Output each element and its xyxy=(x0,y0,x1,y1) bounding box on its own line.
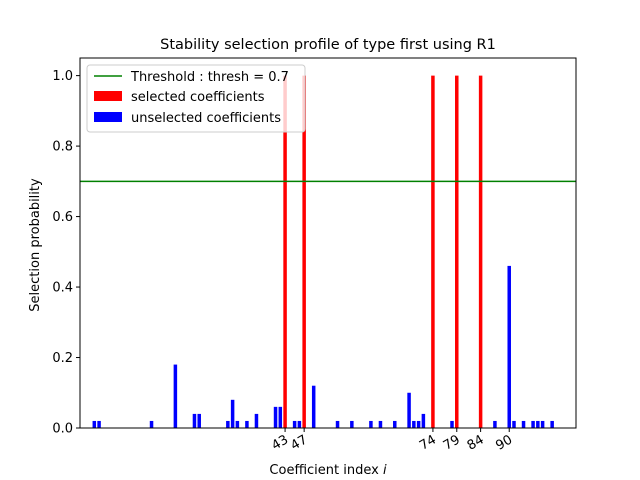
bar-selected-74 xyxy=(431,75,435,429)
legend: Threshold : thresh = 0.7 selected coeffi… xyxy=(86,64,306,133)
bar-selected-47 xyxy=(302,75,306,429)
bar-unselected-87 xyxy=(493,420,497,428)
bar-unselected-93 xyxy=(521,420,526,428)
bar-unselected-20 xyxy=(173,364,178,428)
y-tick-label: 1.0 xyxy=(52,69,73,84)
x-tick-label: 43 xyxy=(269,432,291,453)
x-axis-label-text: Coefficient index xyxy=(269,463,383,478)
bar-unselected-4 xyxy=(97,420,101,428)
bar-unselected-63 xyxy=(378,420,383,428)
bar-unselected-70 xyxy=(412,420,416,428)
x-tick-label: 79 xyxy=(441,432,463,453)
bar-unselected-90 xyxy=(507,265,511,428)
bar-selected-84 xyxy=(478,75,483,429)
bar-unselected-66 xyxy=(393,420,397,428)
bar-unselected-46 xyxy=(297,420,302,428)
x-axis-label: Coefficient index i xyxy=(269,463,387,478)
y-axis-label: Selection probability xyxy=(28,178,43,312)
y-tick-label: 0.8 xyxy=(52,140,73,155)
bar-selected-79 xyxy=(455,75,459,429)
legend-box xyxy=(86,64,306,133)
bar-unselected-99 xyxy=(550,420,554,428)
x-tick-label: 84 xyxy=(465,432,487,453)
bar-unselected-72 xyxy=(421,413,426,428)
bar-unselected-54 xyxy=(335,420,340,428)
bar-unselected-78 xyxy=(450,420,454,428)
y-axis: 0.0 0.2 0.4 0.6 0.8 1.0 xyxy=(52,69,80,437)
bar-unselected-95 xyxy=(531,420,535,428)
legend-unselected-label: unselected coefficients xyxy=(131,111,281,126)
bar-unselected-37 xyxy=(254,413,259,428)
legend-threshold-label: Threshold : thresh = 0.7 xyxy=(130,70,289,85)
bar-unselected-45 xyxy=(292,420,297,428)
bar-unselected-3 xyxy=(92,420,97,428)
bar-unselected-32 xyxy=(230,399,235,428)
bar-unselected-96 xyxy=(536,420,540,428)
x-tick-label: 90 xyxy=(493,432,515,453)
plot-frame xyxy=(79,57,577,429)
bar-unselected-15 xyxy=(149,420,154,428)
y-tick-label: 0.2 xyxy=(52,351,73,366)
bar-unselected-49 xyxy=(311,385,316,428)
y-tick-label: 0.0 xyxy=(52,422,73,437)
bar-unselected-61 xyxy=(369,420,373,428)
bar-unselected-35 xyxy=(245,420,249,428)
x-tick-label: 74 xyxy=(417,432,439,453)
legend-selected-swatch xyxy=(94,91,122,101)
bar-selected-43 xyxy=(283,75,287,429)
bar-unselected-97 xyxy=(540,420,545,428)
bar-unselected-33 xyxy=(235,420,240,428)
bar-unselected-71 xyxy=(416,420,421,428)
bar-unselected-41 xyxy=(273,406,278,428)
legend-selected-label: selected coefficients xyxy=(131,90,265,105)
legend-unselected-swatch xyxy=(94,112,122,122)
bar-unselected-24 xyxy=(192,413,197,428)
y-tick-label: 0.4 xyxy=(52,281,73,296)
bars-layer xyxy=(92,75,554,429)
bar-unselected-31 xyxy=(226,420,230,428)
bar-unselected-25 xyxy=(197,413,201,428)
y-tick-label: 0.6 xyxy=(52,210,73,225)
bar-unselected-42 xyxy=(278,406,283,428)
chart-title: Stability selection profile of type firs… xyxy=(160,37,496,53)
x-tick-label: 47 xyxy=(288,432,310,453)
x-axis-label-index: i xyxy=(383,463,387,478)
bar-unselected-57 xyxy=(350,420,354,428)
bar-unselected-91 xyxy=(512,420,516,428)
bar-unselected-69 xyxy=(407,392,411,428)
